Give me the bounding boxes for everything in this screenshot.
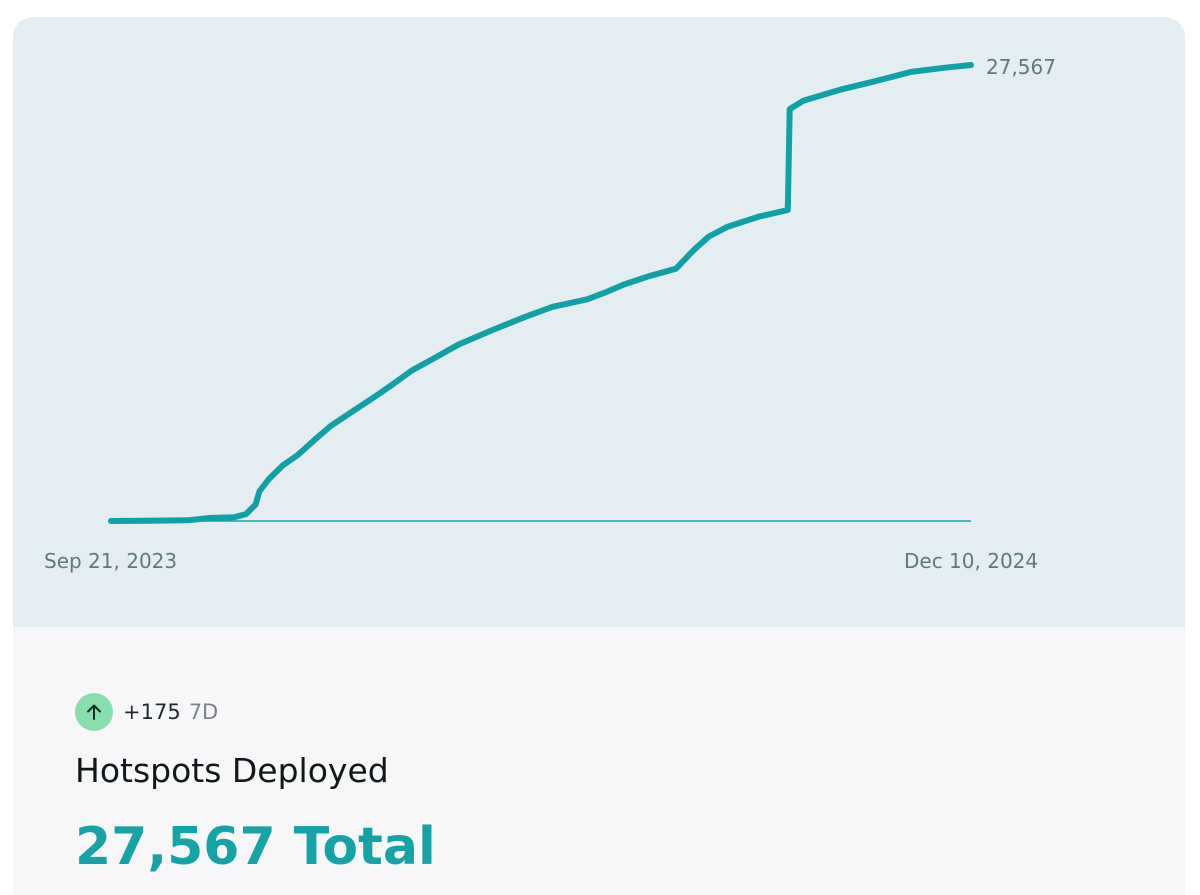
series-line-0: [108, 62, 974, 524]
stats-section: +175 7D Hotspots Deployed 27,567 Total: [13, 627, 1185, 895]
change-value: +175: [123, 700, 181, 724]
hotspots-line-chart: [108, 62, 974, 524]
end-value-label: 27,567: [986, 55, 1056, 79]
x-tick-label-start: Sep 21, 2023: [44, 549, 178, 573]
chart-panel: Sep 21, 2023 Dec 10, 2024 27,567: [13, 17, 1185, 627]
change-indicator: +175 7D: [75, 693, 218, 731]
metric-total: 27,567 Total: [75, 817, 436, 877]
x-tick-label-end: Dec 10, 2024: [904, 549, 1039, 573]
metric-title: Hotspots Deployed: [75, 751, 389, 790]
hotspots-card: Sep 21, 2023 Dec 10, 2024 27,567 +175 7D…: [13, 17, 1185, 895]
arrow-up-icon: [75, 693, 113, 731]
change-period: 7D: [188, 700, 219, 724]
